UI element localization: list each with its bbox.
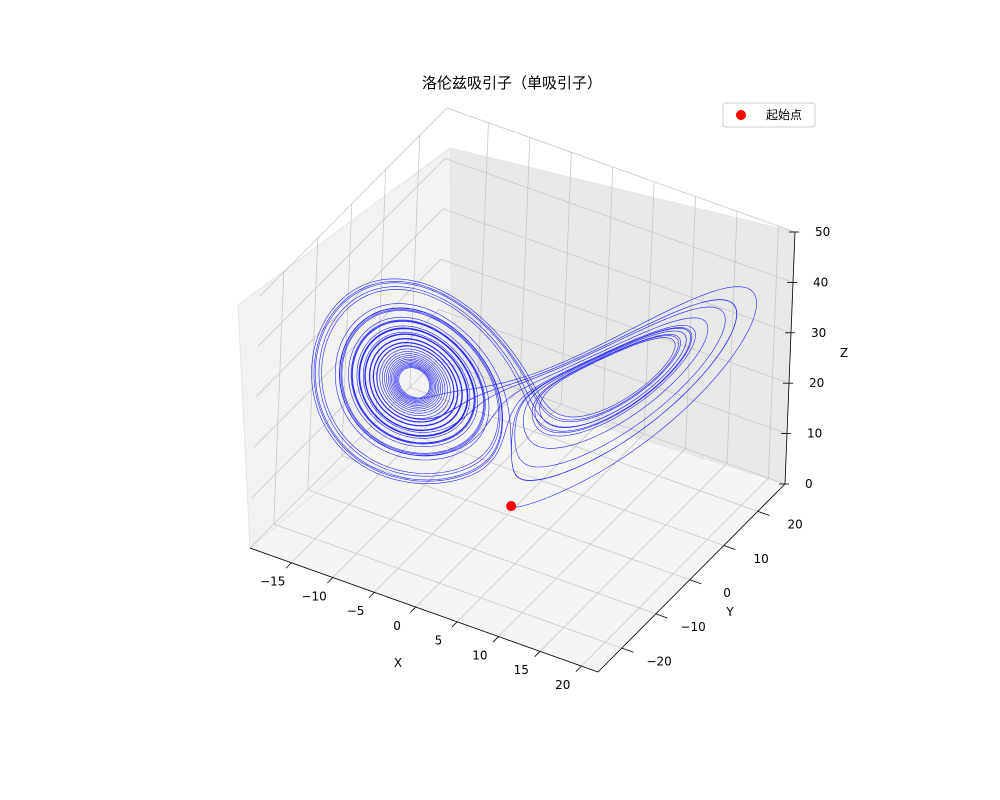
grid-y-side (409, 135, 421, 388)
grid-x-floor (498, 448, 686, 637)
x-tick-mark (534, 651, 541, 658)
x-tick-mark (368, 592, 375, 599)
grid-x-back (478, 122, 489, 375)
x-tick-mark (327, 577, 334, 584)
y-tick-label: 10 (753, 552, 768, 566)
x-axis-label: X (394, 656, 402, 670)
grid-y-side (341, 203, 353, 456)
grid-z-back (446, 107, 796, 233)
x-tick-mark (492, 636, 499, 643)
x-tick-label: −15 (260, 575, 285, 589)
x-tick-label: −10 (301, 589, 326, 603)
x-tick-label: 5 (435, 634, 443, 648)
y-axis-line (597, 483, 786, 673)
y-tick-mark (723, 545, 736, 551)
grid-x-floor (415, 418, 603, 608)
grid-z-side (257, 158, 446, 347)
z-tick-label: 10 (807, 427, 822, 441)
y-tick-mark (689, 579, 702, 585)
x-tick-mark (409, 606, 416, 613)
y-tick-mark (621, 647, 634, 653)
y-tick-mark (655, 613, 668, 619)
grid-z-back (440, 258, 790, 384)
y-tick-mark (757, 510, 770, 516)
grid-x-back (602, 167, 614, 420)
legend: 起始点 (722, 102, 816, 128)
grid-y-floor (307, 489, 656, 615)
grid-x-floor (581, 477, 769, 667)
grid-y-side (273, 272, 285, 525)
z-tick-label: 50 (815, 225, 830, 239)
x-tick-label: −5 (347, 604, 365, 618)
grid-y-side (375, 169, 387, 422)
y-tick-label: −10 (680, 620, 705, 634)
z-tick-label: 30 (811, 326, 826, 340)
grid-x-floor (456, 433, 645, 623)
grid-x-back (519, 137, 531, 390)
legend-box (722, 102, 816, 128)
x-tick-mark (285, 562, 292, 569)
grid-z-side (249, 359, 438, 549)
y-tick-label: −20 (646, 654, 671, 668)
grid-y-floor (341, 455, 690, 581)
z-tick-label: 20 (809, 376, 824, 390)
grid-z-side (255, 208, 444, 398)
grid-z-back (442, 208, 792, 334)
x-tick-label: 10 (472, 648, 487, 662)
start-point (506, 501, 517, 512)
x-tick-label: 15 (514, 663, 529, 677)
grid-x-back (768, 226, 779, 479)
x-tick-mark (451, 621, 458, 628)
z-tick-label: 0 (805, 477, 813, 491)
grid-x-back (726, 211, 738, 464)
grid-x-floor (374, 404, 562, 593)
lorenz-trajectory (311, 278, 758, 508)
z-tick-label: 40 (813, 275, 828, 289)
tick-marks: −15 −10 −5 0 5 10 15 20 −20 −10 0 10 20 0 10 20 30 40 50 (260, 225, 830, 692)
grid-z-back (444, 158, 794, 283)
grid-y-floor (409, 386, 758, 512)
grid-y-side (307, 237, 319, 490)
grid-x-floor (539, 463, 728, 652)
x-tick-label: 20 (555, 678, 570, 692)
legend-label: 起始点 (766, 108, 802, 122)
grid-z-side (259, 107, 448, 297)
x-tick-mark (575, 665, 582, 672)
z-axis-label: Z (840, 346, 848, 360)
z-axis-line (784, 231, 796, 485)
grid-z-back (438, 309, 788, 434)
chart-title: 洛伦兹吸引子（单吸引子） (422, 74, 602, 92)
x-tick-label: 0 (393, 619, 401, 633)
y-axis-label: Y (725, 605, 734, 619)
legend-marker (736, 110, 746, 120)
grid-y-floor (273, 523, 622, 649)
y-tick-label: 20 (787, 518, 802, 532)
y-tick-label: 0 (723, 586, 731, 600)
